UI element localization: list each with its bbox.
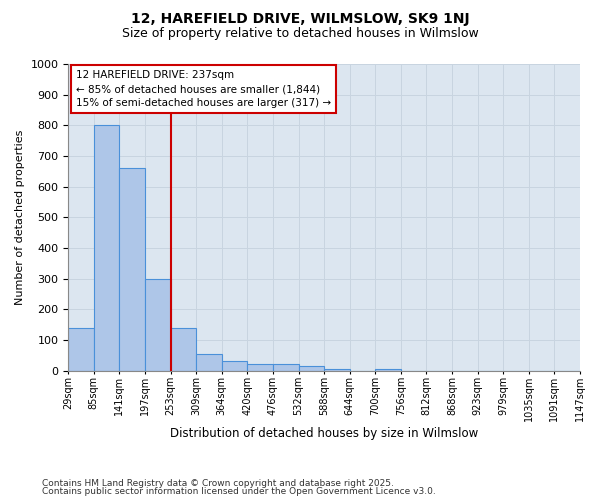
Text: Contains HM Land Registry data © Crown copyright and database right 2025.: Contains HM Land Registry data © Crown c… xyxy=(42,478,394,488)
Bar xyxy=(324,369,350,370)
Y-axis label: Number of detached properties: Number of detached properties xyxy=(15,130,25,305)
Bar xyxy=(94,126,119,370)
Bar xyxy=(196,354,222,370)
Bar xyxy=(299,366,324,370)
X-axis label: Distribution of detached houses by size in Wilmslow: Distribution of detached houses by size … xyxy=(170,427,478,440)
Bar xyxy=(376,369,401,370)
Text: Contains public sector information licensed under the Open Government Licence v3: Contains public sector information licen… xyxy=(42,487,436,496)
Bar xyxy=(119,168,145,370)
Bar xyxy=(68,328,94,370)
Bar xyxy=(170,328,196,370)
Bar xyxy=(273,364,299,370)
Bar xyxy=(247,364,273,370)
Text: 12 HAREFIELD DRIVE: 237sqm
← 85% of detached houses are smaller (1,844)
15% of s: 12 HAREFIELD DRIVE: 237sqm ← 85% of deta… xyxy=(76,70,331,108)
Text: Size of property relative to detached houses in Wilmslow: Size of property relative to detached ho… xyxy=(122,28,478,40)
Bar xyxy=(145,278,170,370)
Bar xyxy=(222,362,247,370)
Text: 12, HAREFIELD DRIVE, WILMSLOW, SK9 1NJ: 12, HAREFIELD DRIVE, WILMSLOW, SK9 1NJ xyxy=(131,12,469,26)
